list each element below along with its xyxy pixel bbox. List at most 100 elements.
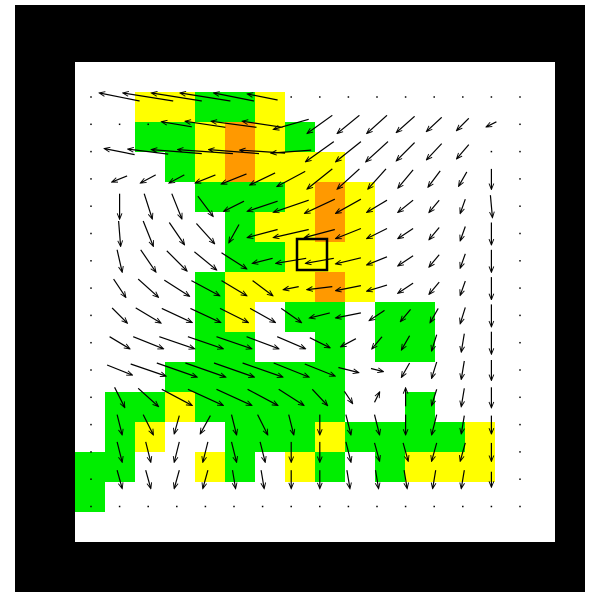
arrow: [159, 336, 194, 349]
arrow: [398, 282, 414, 293]
cell: [135, 92, 165, 122]
cell: [285, 212, 315, 242]
arrow: [221, 252, 247, 269]
arrow: [219, 307, 248, 322]
arrow: [113, 278, 126, 297]
arrow: [402, 335, 411, 350]
dot: [90, 396, 92, 399]
dot: [404, 505, 407, 508]
arrow: [248, 94, 278, 101]
dot: [90, 451, 92, 453]
cell: [225, 152, 255, 182]
arrow: [100, 93, 140, 102]
arrow: [190, 307, 220, 322]
arrow: [367, 284, 388, 291]
cell: [345, 242, 375, 272]
arrow: [246, 336, 279, 349]
cell: [435, 422, 465, 452]
cell: [225, 182, 255, 212]
dot: [519, 123, 521, 126]
arrow: [337, 168, 360, 189]
arrow: [276, 336, 305, 349]
arrow: [185, 362, 225, 377]
cell: [195, 332, 225, 362]
dot: [519, 260, 521, 262]
dot: [519, 423, 521, 426]
arrow: [112, 175, 128, 182]
arrow: [174, 415, 180, 434]
arrow: [168, 222, 184, 245]
dot: [519, 314, 521, 317]
dot: [90, 314, 92, 317]
arrow: [123, 93, 174, 102]
dot: [490, 505, 493, 508]
arrow: [429, 199, 440, 212]
cell: [255, 212, 285, 242]
cell: [255, 362, 285, 392]
arrow: [233, 470, 236, 488]
arrow: [224, 200, 245, 211]
arrow: [427, 143, 443, 160]
dot: [147, 123, 149, 126]
arrow: [460, 442, 466, 461]
dot: [261, 505, 264, 508]
arrow: [461, 360, 464, 379]
arrow: [222, 173, 247, 184]
arrow: [152, 93, 202, 102]
arrow: [274, 118, 309, 129]
dot: [376, 96, 378, 98]
arrow: [166, 250, 187, 271]
arrow: [178, 150, 233, 155]
arrow: [200, 415, 211, 434]
arrow: [373, 442, 380, 461]
cell: [75, 452, 105, 482]
arrow: [185, 121, 226, 128]
arrow: [250, 172, 276, 185]
dot: [519, 150, 521, 153]
arrow: [307, 114, 333, 133]
arrow: [197, 195, 213, 216]
arrow: [307, 286, 333, 290]
arrow: [229, 224, 240, 243]
dot: [519, 232, 521, 235]
cell: [225, 302, 255, 332]
dot: [233, 505, 235, 508]
arrow: [187, 388, 223, 405]
cell: [225, 242, 255, 272]
arrow: [311, 388, 327, 405]
arrow: [367, 227, 388, 239]
cell: [315, 212, 345, 242]
arrow: [432, 389, 438, 405]
dot: [519, 96, 521, 98]
arrow: [259, 441, 265, 462]
cell: [255, 152, 285, 182]
dot: [90, 232, 92, 235]
cell: [195, 272, 225, 302]
cell: [375, 302, 405, 332]
dot: [519, 287, 521, 289]
arrow: [132, 336, 163, 349]
dot: [319, 96, 321, 98]
dot: [90, 96, 92, 98]
dot: [490, 150, 493, 153]
arrow: [460, 280, 466, 295]
dot: [519, 478, 521, 480]
arrow: [370, 369, 383, 372]
arrow: [336, 198, 362, 213]
arrow: [191, 280, 219, 296]
arrow: [180, 93, 231, 102]
dot: [519, 341, 521, 344]
arrow: [347, 470, 350, 488]
arrow: [194, 251, 216, 270]
arrow: [457, 117, 470, 130]
arrow: [461, 470, 464, 488]
cell: [285, 302, 315, 332]
arrow: [432, 442, 438, 461]
arrow: [111, 307, 127, 323]
arrow: [141, 174, 156, 183]
arrow: [114, 387, 125, 407]
arrow: [367, 199, 388, 212]
cell: [405, 302, 435, 332]
arrow: [187, 336, 223, 349]
